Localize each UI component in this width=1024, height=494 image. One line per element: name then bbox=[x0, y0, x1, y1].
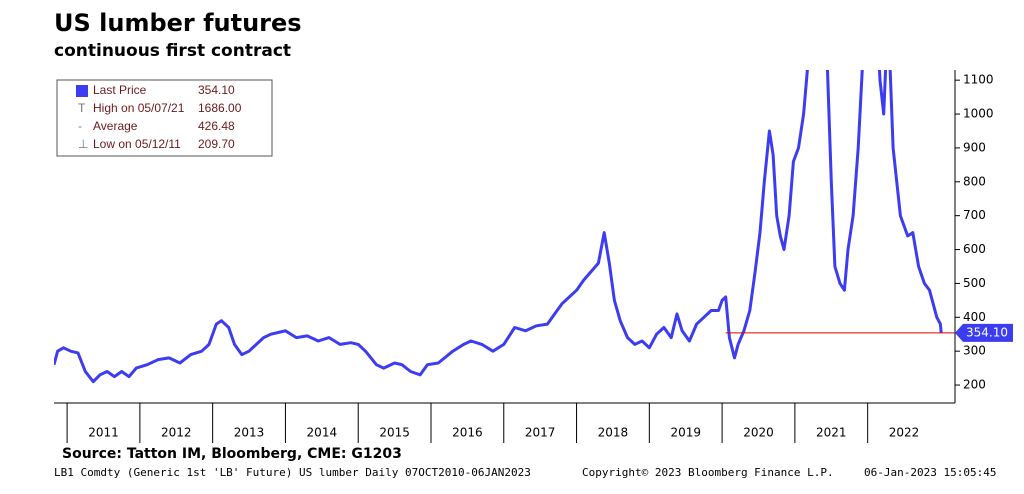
x-tick-label: 2022 bbox=[889, 426, 920, 440]
footer: Copyright© 2023 Bloomberg Finance L.P. bbox=[582, 466, 834, 479]
legend-icon: T bbox=[78, 101, 86, 115]
y-tick-label: 200 bbox=[963, 378, 986, 392]
footer: 06-Jan-2023 15:05:45 bbox=[864, 466, 996, 479]
y-tick-label: 1100 bbox=[963, 73, 994, 87]
y-tick-label: 700 bbox=[963, 208, 986, 222]
legend-value: 1686.00 bbox=[198, 101, 242, 115]
chart-subtitle: continuous first contract bbox=[54, 41, 291, 61]
legend-icon: ⊥ bbox=[78, 137, 88, 151]
y-tick-label: 600 bbox=[963, 242, 986, 256]
chart-title: US lumber futures bbox=[54, 9, 302, 37]
legend-value: 426.48 bbox=[198, 119, 235, 133]
x-tick-label: 2011 bbox=[88, 426, 119, 440]
y-tick-label: 400 bbox=[963, 310, 986, 324]
y-tick-label: 1000 bbox=[963, 107, 994, 121]
legend-value: 209.70 bbox=[198, 137, 235, 151]
y-tick-label: 800 bbox=[963, 174, 986, 188]
x-tick-label: 2020 bbox=[743, 426, 774, 440]
legend-label: Low on 05/12/11 bbox=[93, 137, 181, 151]
price-line bbox=[54, 70, 943, 384]
x-tick-label: 2013 bbox=[234, 426, 265, 440]
plot-area bbox=[54, 70, 943, 384]
x-tick-label: 2015 bbox=[379, 426, 410, 440]
x-tick-label: 2021 bbox=[816, 426, 847, 440]
x-tick-label: 2012 bbox=[161, 426, 192, 440]
x-tick-label: 2016 bbox=[452, 426, 483, 440]
y-tick-label: 300 bbox=[963, 344, 986, 358]
last-price-tag bbox=[955, 323, 1013, 342]
legend-swatch bbox=[76, 85, 88, 97]
legend-label: High on 05/07/21 bbox=[93, 101, 185, 115]
legend-label: Average bbox=[93, 119, 138, 133]
legend-value: 354.10 bbox=[198, 83, 235, 97]
footer: LB1 Comdty (Generic 1st 'LB' Future) US … bbox=[54, 466, 531, 479]
x-tick-label: 2014 bbox=[307, 426, 338, 440]
x-tick-label: 2019 bbox=[670, 426, 701, 440]
x-tick-label: 2017 bbox=[525, 426, 556, 440]
legend-label: Last Price bbox=[93, 83, 147, 97]
last-price-label: 354.10 bbox=[966, 325, 1008, 339]
source: Source: Tatton IM, Bloomberg, CME: G1203 bbox=[62, 446, 402, 462]
y-tick-label: 500 bbox=[963, 276, 986, 290]
y-tick-label: 900 bbox=[963, 140, 986, 154]
x-tick-label: 2018 bbox=[598, 426, 629, 440]
legend-box bbox=[56, 79, 273, 157]
legend-icon: - bbox=[78, 119, 82, 133]
